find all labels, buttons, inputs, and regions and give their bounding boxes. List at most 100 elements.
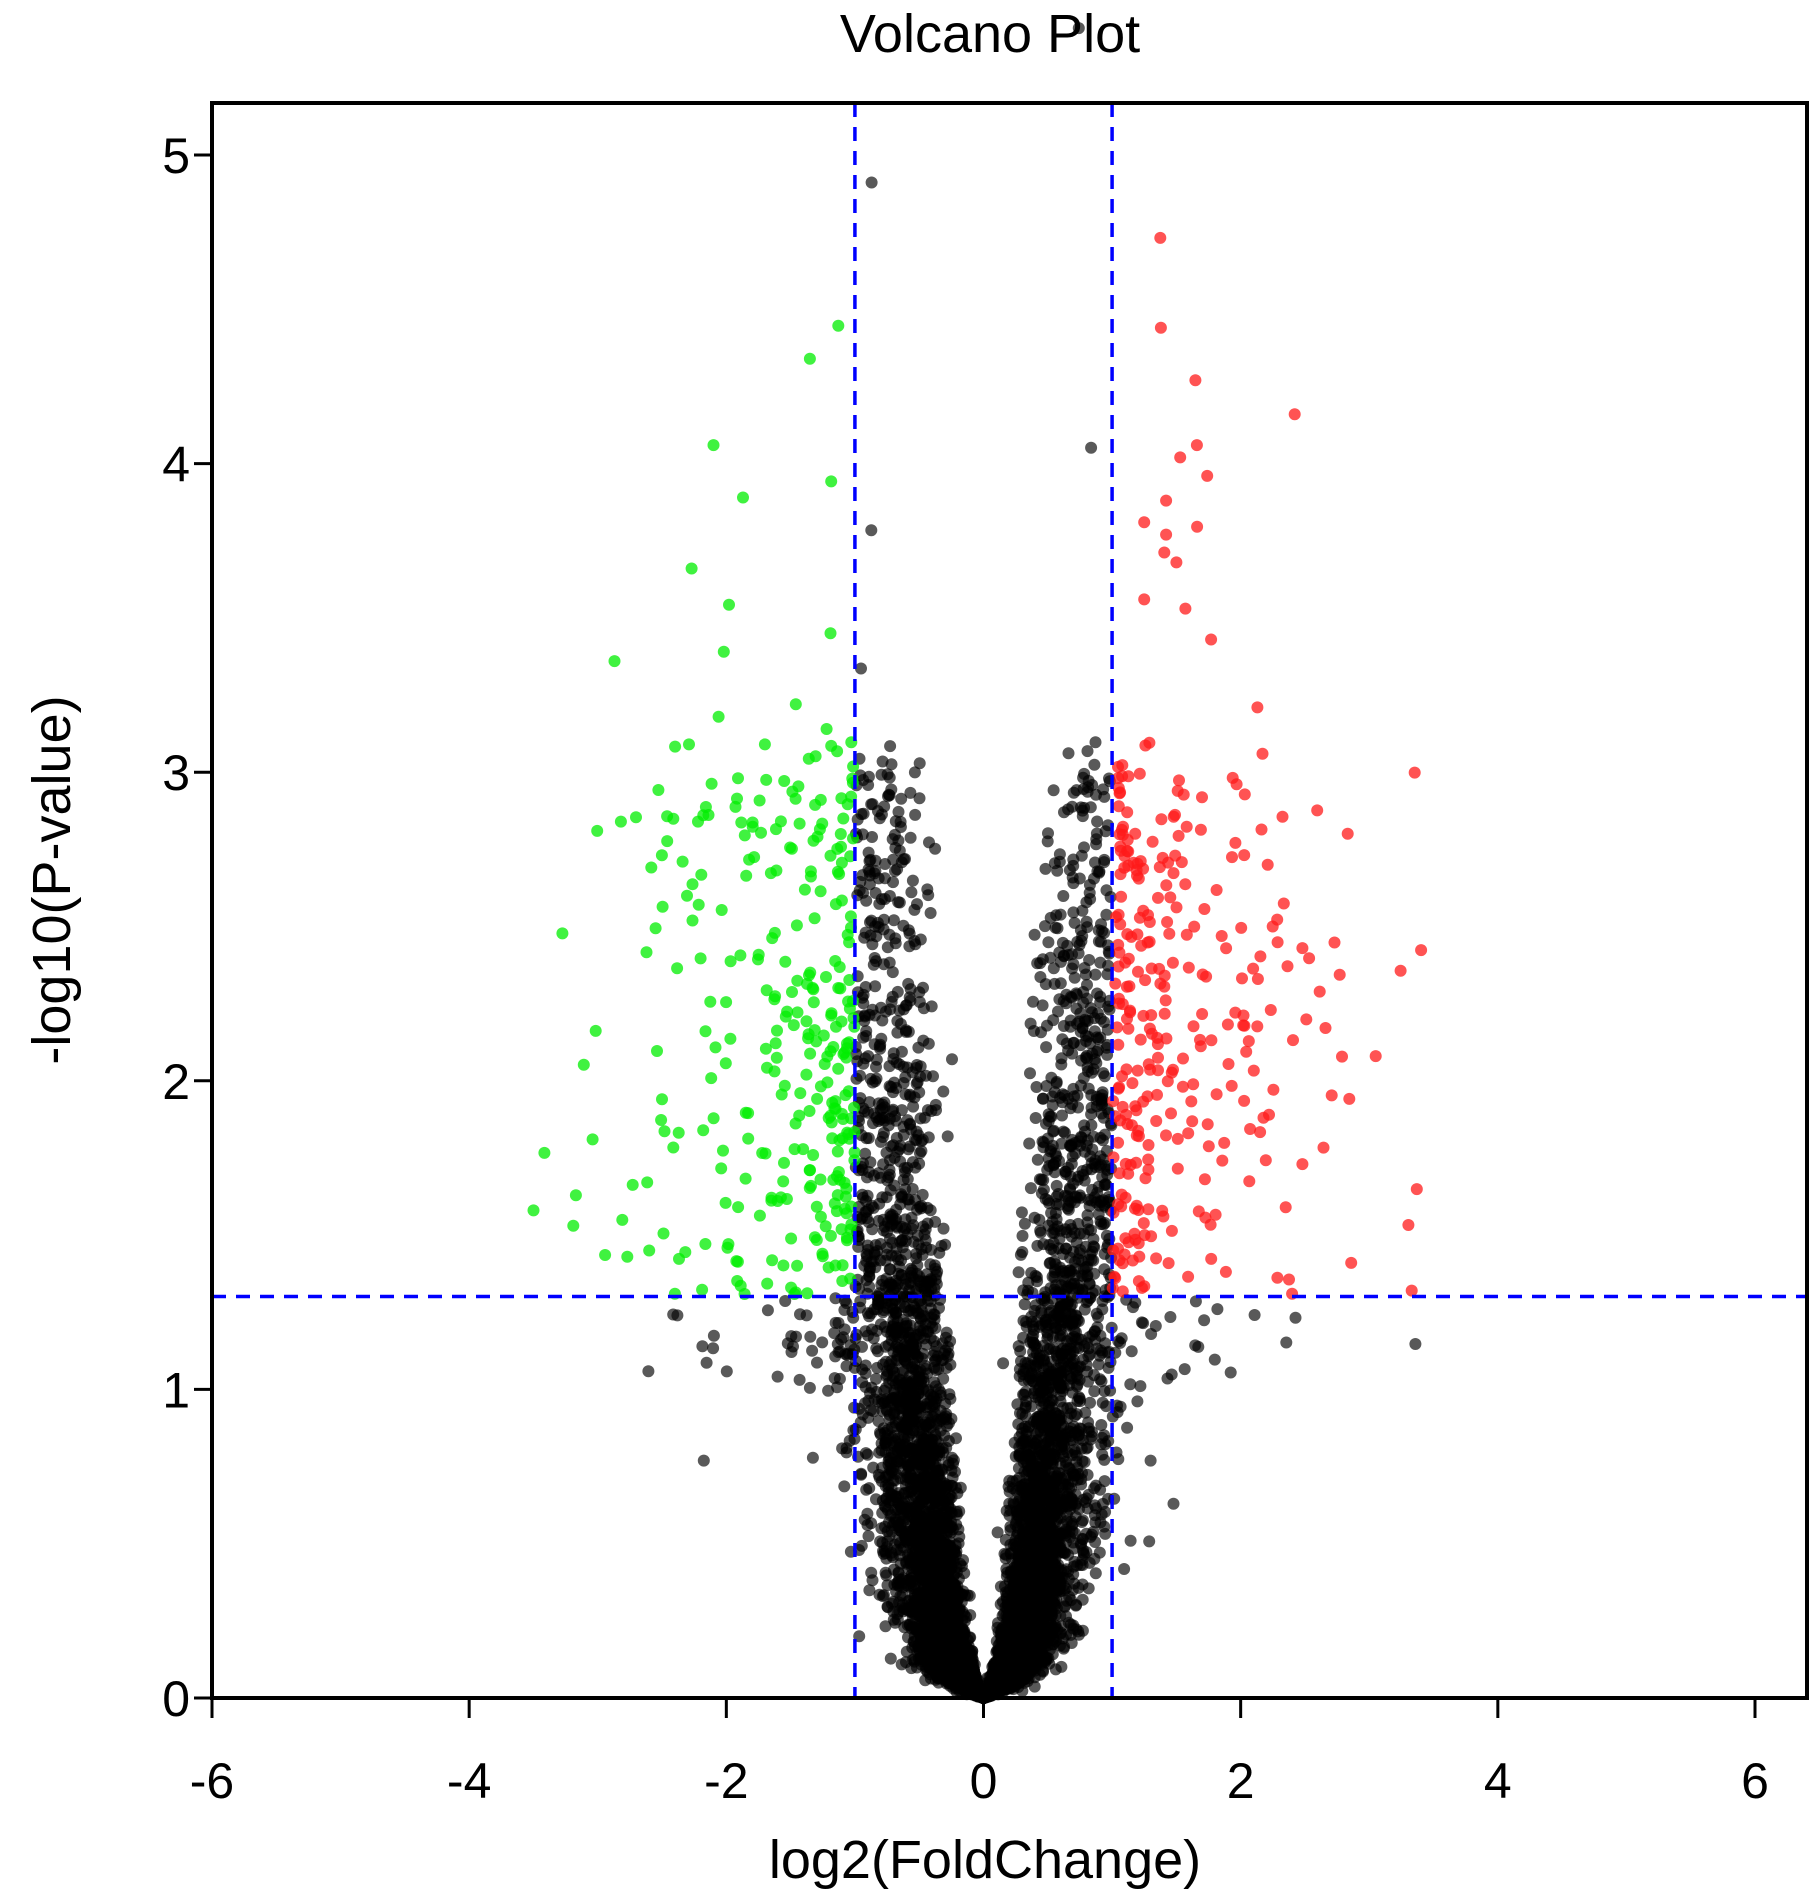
point-not-significant: [912, 1041, 925, 1054]
point-not-significant: [1088, 1385, 1101, 1398]
point-not-significant: [1018, 1298, 1031, 1311]
point-not-significant: [1089, 736, 1102, 749]
point-not-significant: [856, 828, 869, 841]
point-not-significant: [1167, 1497, 1180, 1510]
point-not-significant: [865, 798, 878, 811]
point-not-significant: [1062, 747, 1075, 760]
point-not-significant: [1090, 838, 1103, 851]
point-not-significant: [913, 757, 926, 770]
point-not-significant: [1248, 1309, 1261, 1321]
point-not-significant: [1409, 1338, 1422, 1350]
point-not-significant: [822, 1384, 835, 1397]
point-not-significant: [862, 1329, 874, 1342]
point-not-significant: [870, 1342, 883, 1355]
point-not-significant: [700, 1356, 713, 1369]
point-not-significant: [865, 524, 878, 537]
point-not-significant: [1014, 1248, 1027, 1261]
point-not-significant: [1047, 784, 1060, 797]
point-not-significant: [1012, 1266, 1025, 1279]
point-not-significant: [927, 1070, 939, 1083]
point-not-significant: [855, 1467, 868, 1480]
point-not-significant: [1084, 1396, 1096, 1409]
point-not-significant: [909, 808, 922, 821]
point-not-significant: [877, 958, 890, 971]
point-not-significant: [895, 792, 908, 805]
point-not-significant: [1077, 771, 1090, 784]
point-not-significant: [940, 1326, 953, 1339]
point-not-significant: [885, 758, 898, 771]
point-not-significant: [1091, 815, 1104, 828]
point-not-significant: [1017, 1314, 1030, 1327]
point-not-significant: [1066, 871, 1079, 884]
point-not-significant: [720, 1365, 733, 1378]
point-not-significant: [1089, 1567, 1102, 1580]
point-not-significant: [1101, 1048, 1114, 1061]
point-not-significant: [1028, 928, 1041, 941]
point-not-significant: [863, 878, 876, 891]
point-not-significant: [1051, 922, 1064, 935]
point-not-significant: [854, 875, 867, 888]
point-not-significant: [913, 792, 926, 805]
point-not-significant: [924, 907, 937, 919]
point-not-significant: [1103, 1003, 1116, 1016]
point-not-significant: [1124, 1534, 1137, 1547]
point-not-significant: [806, 1344, 819, 1357]
point-not-significant: [697, 1454, 710, 1467]
point-not-significant: [1085, 441, 1098, 454]
point-not-significant: [1098, 853, 1111, 866]
point-not-significant: [1034, 957, 1047, 970]
point-not-significant: [905, 886, 918, 899]
point-not-significant: [935, 1240, 948, 1252]
point-not-significant: [1023, 1137, 1036, 1150]
point-not-significant: [1081, 745, 1094, 758]
point-not-significant: [866, 831, 878, 843]
point-not-significant: [1149, 1320, 1162, 1332]
point-not-significant: [937, 1085, 950, 1098]
point-not-significant: [1029, 1112, 1042, 1124]
point-not-significant: [860, 1132, 873, 1145]
point-not-significant: [1100, 908, 1113, 921]
point-not-significant: [1018, 1217, 1031, 1230]
point-not-significant: [1064, 1372, 1077, 1385]
point-not-significant: [1062, 1203, 1075, 1216]
point-not-significant: [1024, 1067, 1036, 1080]
point-not-significant: [1054, 908, 1067, 921]
point-not-significant: [861, 1307, 874, 1320]
point-not-significant: [1068, 971, 1081, 984]
point-not-significant: [811, 1356, 823, 1369]
point-not-significant: [923, 836, 935, 849]
point-not-significant: [922, 889, 935, 902]
point-not-significant: [803, 1381, 816, 1394]
point-not-significant: [1048, 977, 1061, 990]
point-not-significant: [886, 966, 899, 979]
point-not-significant: [921, 1217, 934, 1230]
point-not-significant: [854, 1069, 866, 1082]
point-not-significant: [1211, 1303, 1224, 1316]
point-not-significant: [859, 1367, 872, 1380]
point-not-significant: [642, 1365, 655, 1378]
point-not-significant: [904, 786, 917, 799]
chart-title: Volcano Plot: [840, 4, 1140, 64]
point-not-significant: [1066, 1386, 1079, 1399]
points-layer: [527, 22, 1428, 1704]
point-not-significant: [891, 1026, 904, 1039]
point-not-significant: [696, 1340, 709, 1353]
point-not-significant: [1061, 939, 1074, 952]
point-not-significant: [907, 1100, 920, 1113]
point-not-significant: [1056, 1109, 1068, 1122]
point-not-significant: [865, 1566, 878, 1579]
point-not-significant: [869, 980, 882, 993]
point-not-significant: [707, 1329, 720, 1342]
point-not-significant: [1118, 1563, 1131, 1575]
point-not-significant: [832, 1317, 845, 1329]
point-not-significant: [875, 808, 888, 821]
point-not-significant: [838, 1480, 851, 1493]
point-not-significant: [806, 1451, 819, 1464]
point-not-significant: [1042, 936, 1055, 949]
point-not-significant: [859, 1147, 872, 1160]
point-not-significant: [1121, 1421, 1134, 1434]
point-not-significant: [1124, 1378, 1137, 1391]
point-not-significant: [1189, 1295, 1202, 1308]
point-not-significant: [1164, 1311, 1177, 1323]
